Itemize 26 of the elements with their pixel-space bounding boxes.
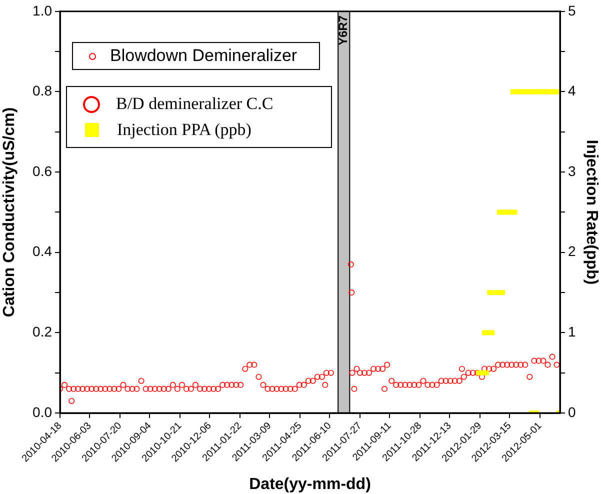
legend-title: Blowdown Demineralizer: [110, 46, 298, 66]
legend-label: Injection PPA (ppb): [117, 120, 252, 140]
y-tick-label: 0.4: [32, 243, 52, 260]
y2-tick-label: 1: [568, 324, 576, 340]
point: [490, 290, 495, 295]
legend-title-box: Blowdown Demineralizer: [72, 42, 320, 70]
point: [512, 210, 518, 215]
y2-axis-title: Injection Rate(ppb): [582, 140, 600, 285]
y2-tick-label: 2: [568, 243, 576, 260]
y2-tick-label: 5: [568, 2, 576, 18]
y2-tick-label: 3: [568, 162, 576, 179]
x-axis-title: Date(yy-mm-dd): [249, 476, 371, 493]
point: [554, 89, 560, 94]
y-tick-label: 0.8: [32, 82, 52, 99]
y2-tick-label: 4: [568, 82, 576, 99]
band-label: Y6R7: [336, 15, 350, 46]
y-axis-title: Cation Conductivity(uS/cm): [1, 107, 18, 318]
y-tick-label: 0.0: [32, 404, 52, 420]
legend-label: B/D demineralizer C.C: [116, 94, 274, 114]
y2-tick-label: 0: [568, 404, 576, 420]
y-tick-label: 1.0: [32, 2, 52, 18]
y-tick-label: 0.2: [32, 324, 52, 340]
point: [484, 370, 489, 376]
point: [500, 290, 506, 295]
y-tick-label: 0.6: [32, 162, 52, 179]
point: [490, 330, 495, 336]
